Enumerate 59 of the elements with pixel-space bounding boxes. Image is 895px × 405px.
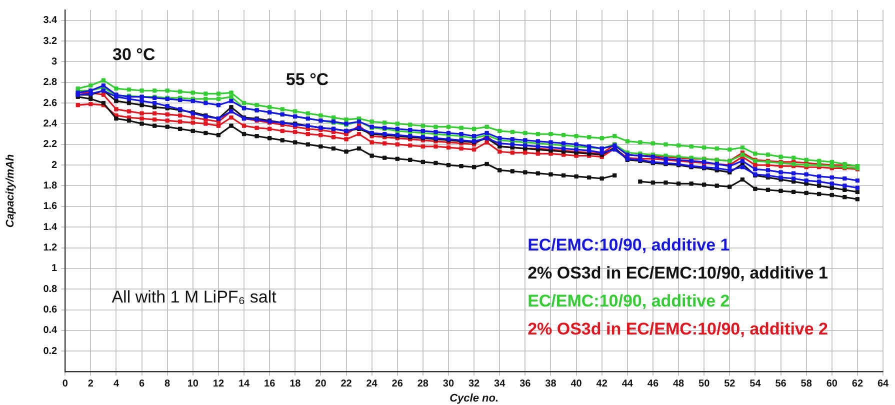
annotation: 55 °C — [286, 70, 329, 90]
x-tick-label: 50 — [698, 378, 710, 390]
x-tick-label: 56 — [775, 378, 787, 390]
x-tick-label: 54 — [750, 378, 762, 390]
x-tick-label: 62 — [852, 378, 864, 390]
x-tick-label: 34 — [494, 378, 506, 390]
x-tick-label: 28 — [417, 378, 429, 390]
x-tick-label: 32 — [468, 378, 480, 390]
x-tick-label: 2 — [88, 378, 94, 390]
annotation: 30 °C — [112, 44, 156, 64]
y-tick-label: 0.2 — [43, 346, 58, 357]
y-tick-label: 1.2 — [43, 242, 58, 254]
x-tick-label: 0 — [62, 378, 68, 390]
x-tick-label: 8 — [164, 378, 171, 390]
x-tick-label: 26 — [392, 378, 404, 390]
x-tick-label: 60 — [826, 378, 838, 390]
x-tick-label: 52 — [724, 378, 736, 390]
y-tick-label: 3 — [52, 56, 58, 68]
y-tick-label: 0.8 — [43, 284, 58, 295]
text: EC/EMC:10/90, additive 1 — [528, 235, 730, 254]
y-tick-label: 2.8 — [43, 77, 58, 88]
y-axis-title: Capacity/mAh — [4, 154, 17, 228]
y-tick-label: 2 — [52, 160, 58, 171]
x-tick-label: 12 — [212, 378, 224, 390]
y-tick-label: 3.4 — [43, 15, 58, 26]
x-tick-label: 4 — [113, 378, 120, 390]
text: 2% OS3d in EC/EMC:10/90, additive 1 — [528, 263, 828, 282]
text: 2% OS3d in EC/EMC:10/90, additive 2 — [528, 319, 828, 338]
x-tick-label: 64 — [877, 378, 889, 390]
x-axis-title: Cycle no. — [450, 392, 499, 404]
x-tick-label: 48 — [672, 378, 685, 390]
x-tick-label: 16 — [264, 378, 276, 390]
y-tick-label: 2.4 — [43, 118, 58, 130]
y-tick-label: 0.6 — [43, 304, 58, 316]
x-tick-label: 40 — [570, 378, 582, 390]
y-tick-label: 2.6 — [43, 98, 58, 109]
y-tick-label: 1.4 — [43, 222, 58, 233]
x-tick-label: 20 — [315, 378, 327, 390]
x-tick-label: 14 — [238, 378, 250, 390]
x-tick-label: 18 — [290, 378, 302, 390]
y-tick-label: 1.6 — [43, 201, 58, 212]
x-tick-label: 44 — [622, 378, 634, 390]
y-tick-label: 2.2 — [43, 139, 58, 150]
x-tick-label: 10 — [187, 378, 199, 390]
x-tick-label: 58 — [800, 378, 812, 390]
x-tick-label: 6 — [139, 378, 145, 390]
x-tick-label: 42 — [596, 378, 608, 390]
x-tick-label: 38 — [545, 378, 557, 390]
y-tick-label: 3.2 — [43, 36, 58, 47]
text: EC/EMC:10/90, additive 2 — [528, 291, 730, 310]
annotation: All with 1 M LiPF₆ salt — [112, 287, 277, 306]
x-tick-label: 36 — [520, 378, 532, 390]
y-tick-label: 0.4 — [43, 325, 58, 336]
x-tick-label: 24 — [366, 378, 378, 390]
x-tick-label: 46 — [647, 378, 659, 390]
x-tick-label: 22 — [340, 378, 352, 390]
y-tick-label: 1 — [52, 263, 58, 274]
x-tick-label: 30 — [442, 378, 454, 390]
y-tick-label: 1.8 — [43, 180, 58, 192]
